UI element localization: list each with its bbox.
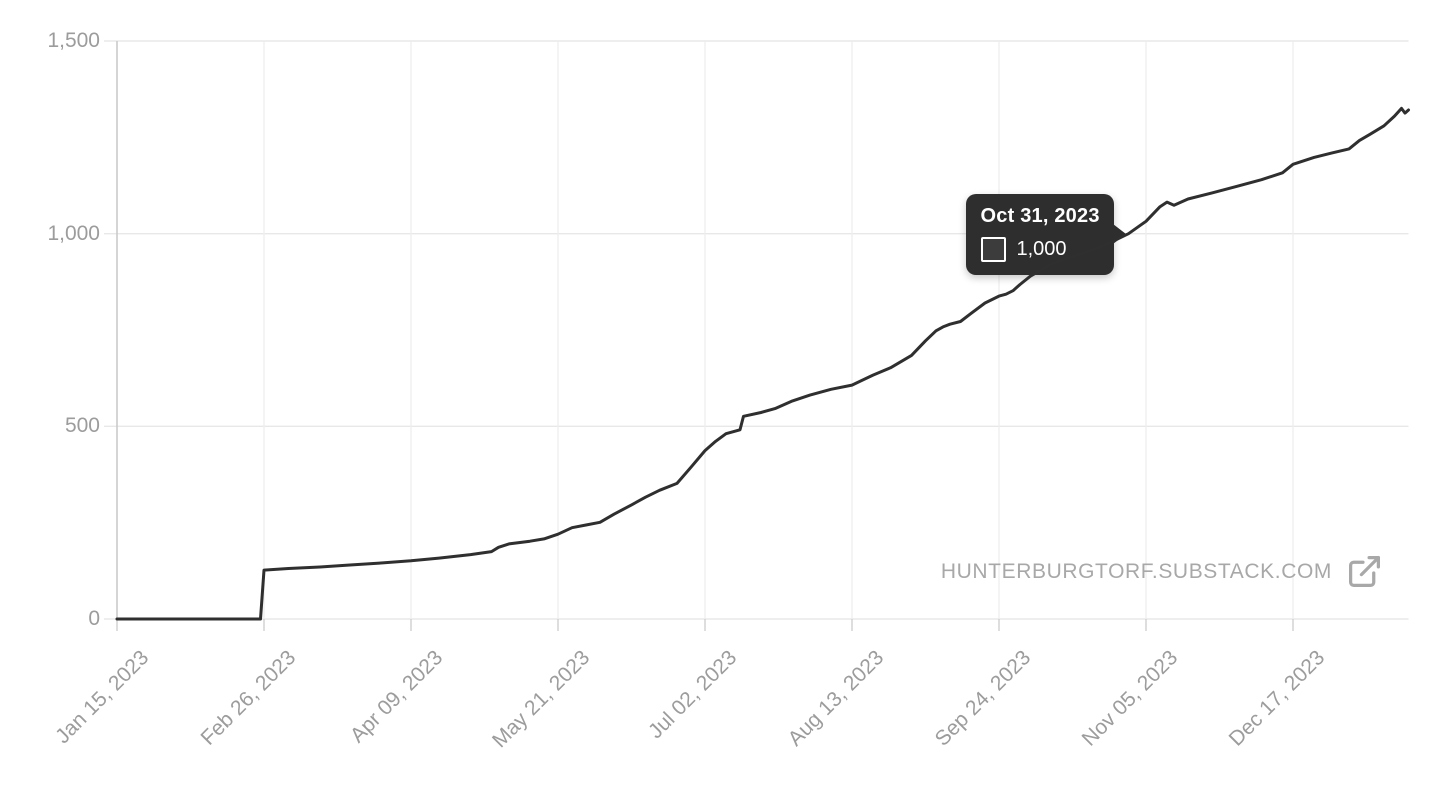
x-axis-label: Sep 24, 2023 — [930, 646, 1036, 751]
chart-tooltip: Oct 31, 2023 1,000 — [965, 193, 1126, 275]
y-axis-label: 500 — [64, 414, 100, 438]
x-axis-label: Jul 02, 2023 — [644, 646, 742, 744]
tooltip-date: Oct 31, 2023 — [980, 204, 1100, 227]
tooltip-value: 1,000 — [1016, 237, 1067, 260]
x-axis-label: Nov 05, 2023 — [1077, 646, 1183, 751]
x-axis-label: Dec 17, 2023 — [1224, 646, 1330, 751]
y-axis-label: 0 — [88, 607, 100, 630]
tooltip-value-row: 1,000 — [980, 236, 1099, 262]
tooltip-pointer — [1112, 223, 1126, 244]
y-axis-label: 1,000 — [47, 221, 100, 245]
x-axis-label: Jan 15, 2023 — [51, 646, 154, 749]
x-axis-label: May 21, 2023 — [488, 646, 595, 753]
y-axis-label: 1,500 — [47, 29, 100, 52]
watermark-text: HUNTERBURGTORF.SUBSTACK.COM — [940, 559, 1332, 583]
series-swatch-icon — [980, 236, 1006, 262]
x-axis-label: Aug 13, 2023 — [783, 646, 889, 751]
external-link-icon[interactable] — [1346, 553, 1383, 590]
x-axis-label: Feb 26, 2023 — [196, 646, 301, 750]
substack-watermark-link[interactable]: HUNTERBURGTORF.SUBSTACK.COM — [941, 553, 1383, 590]
x-axis-label: Apr 09, 2023 — [345, 646, 448, 748]
